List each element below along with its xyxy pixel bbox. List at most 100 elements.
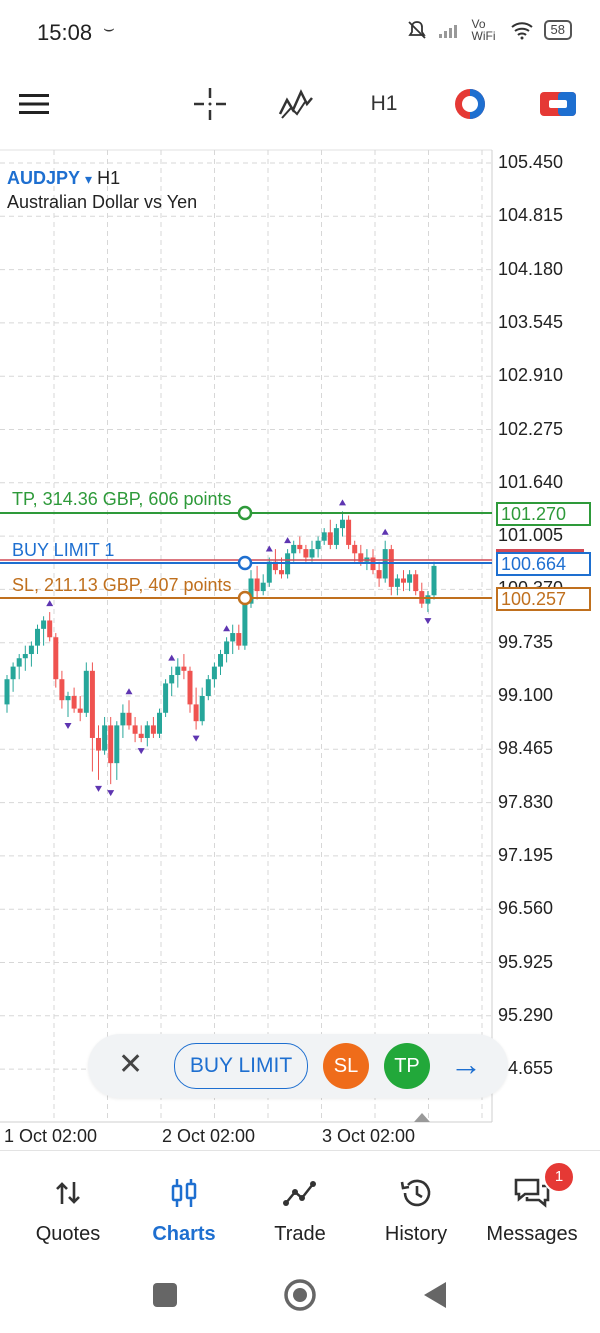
candle-body — [401, 578, 406, 583]
candle-body — [181, 666, 187, 671]
candle-body — [272, 561, 278, 571]
fractal-up-marker — [284, 537, 292, 544]
toggle-button[interactable] — [536, 82, 580, 126]
price-tick-label: 95.290 — [498, 1004, 554, 1025]
nav-charts[interactable]: Charts — [126, 1173, 242, 1246]
candle-body — [199, 696, 205, 722]
candle-body — [388, 549, 394, 587]
cast-icon: ⌣ — [103, 18, 115, 38]
candle-body — [315, 540, 321, 550]
nav-history[interactable]: History — [358, 1173, 474, 1246]
candle-body — [358, 553, 364, 562]
candle-body — [254, 578, 260, 592]
recents-icon[interactable] — [152, 1282, 178, 1308]
candle-body — [242, 603, 248, 646]
candle-body — [77, 708, 83, 713]
candle-body — [297, 544, 303, 550]
candle-body — [35, 628, 40, 646]
trade-icon — [283, 1181, 316, 1206]
candle-body — [327, 532, 333, 545]
indicators-button[interactable] — [276, 82, 316, 126]
candle-body — [303, 549, 309, 558]
candle-body — [169, 675, 175, 684]
candle-body — [218, 654, 223, 667]
tp-price-box: 101.270 — [496, 502, 591, 526]
candle-body — [431, 565, 437, 596]
candle-body — [413, 574, 419, 592]
charts-icon — [171, 1179, 197, 1207]
candle-body — [291, 544, 297, 554]
candle-body — [65, 696, 71, 701]
fractal-down-marker — [64, 722, 72, 729]
candle-body — [394, 578, 400, 587]
menu-button[interactable] — [14, 82, 54, 126]
candle-body — [157, 712, 162, 734]
price-chart[interactable] — [0, 0, 600, 1150]
buy-limit-level-label[interactable]: BUY LIMIT 1 — [12, 540, 115, 560]
symbol-description: Australian Dollar vs Yen — [7, 192, 198, 212]
candle-body — [236, 633, 242, 646]
close-icon[interactable]: ✕ — [118, 1048, 144, 1081]
sl-level-label[interactable]: SL, 211.13 GBP, 407 points — [12, 575, 232, 595]
network-type: Vo WiFi — [471, 17, 496, 43]
fractal-up-marker — [381, 528, 389, 535]
tp-button[interactable]: TP — [384, 1043, 430, 1089]
nav-messages[interactable]: 1 Messages — [474, 1161, 590, 1246]
time-tick-label: 1 Oct 02:00 — [4, 1126, 98, 1146]
history-icon — [400, 1179, 431, 1207]
chart-color-button[interactable] — [450, 82, 490, 126]
candle-body — [89, 670, 95, 738]
price-tick-label: 98.465 — [498, 738, 554, 759]
arrow-right-icon[interactable]: → — [450, 1046, 482, 1082]
fractal-up-marker — [223, 625, 231, 632]
price-tick-label: 94.655 — [498, 1058, 554, 1079]
chart-color-icon — [455, 89, 485, 119]
sl-button[interactable]: SL — [323, 1043, 369, 1089]
candle-body — [96, 737, 101, 751]
price-tick-label: 97.195 — [498, 844, 554, 865]
candle-body — [59, 679, 65, 701]
timeframe-button[interactable]: H1 — [370, 92, 398, 115]
price-tick-label: 105.450 — [498, 152, 564, 172]
mute-icon — [407, 21, 426, 39]
candle-body — [230, 633, 236, 642]
fractal-down-marker — [192, 735, 200, 742]
candle-body — [346, 519, 352, 545]
fractal-up-marker — [125, 688, 133, 695]
crosshair-button[interactable] — [190, 82, 230, 126]
buy-limit-price-box: 100.664 — [496, 552, 591, 576]
back-icon[interactable] — [422, 1280, 448, 1310]
sl-price-box: 100.257 — [496, 587, 591, 611]
candle-body — [175, 666, 181, 676]
nav-label: Quotes — [35, 1223, 101, 1245]
price-tick-label: 101.640 — [498, 471, 564, 492]
tp-level-label[interactable]: TP, 314.36 GBP, 606 points — [12, 489, 232, 509]
candle-body — [132, 725, 138, 734]
fractal-up-marker — [168, 654, 176, 661]
candle-body — [266, 561, 272, 583]
candle-body — [163, 683, 169, 713]
buy-limit-button[interactable]: BUY LIMIT — [174, 1043, 308, 1089]
candle-body — [47, 620, 53, 638]
fractal-down-marker — [424, 618, 432, 625]
nav-label: Trade — [274, 1223, 326, 1245]
price-tick-label: 102.910 — [498, 365, 564, 386]
nav-quotes[interactable]: Quotes — [10, 1173, 126, 1246]
candle-body — [4, 679, 10, 705]
nav-trade[interactable]: Trade — [242, 1173, 358, 1246]
candle-body — [150, 725, 156, 734]
symbol-name[interactable]: AUDJPY — [7, 168, 81, 188]
candle-body — [260, 582, 266, 592]
time-tick-label: 2 Oct 02:00 — [162, 1126, 256, 1146]
home-icon[interactable] — [283, 1278, 317, 1312]
buy-limit-drag-handle — [237, 555, 253, 571]
candle-body — [41, 620, 47, 629]
symbol-header[interactable]: AUDJPY ▾ H1 — [7, 168, 120, 189]
wifi-icon — [510, 22, 533, 40]
candle-body — [83, 670, 89, 713]
candle-body — [352, 544, 358, 554]
nav-label: History — [384, 1223, 448, 1245]
candle-body — [102, 725, 108, 751]
symbol-dropdown-icon[interactable]: ▾ — [85, 171, 93, 187]
candle-body — [71, 696, 77, 709]
